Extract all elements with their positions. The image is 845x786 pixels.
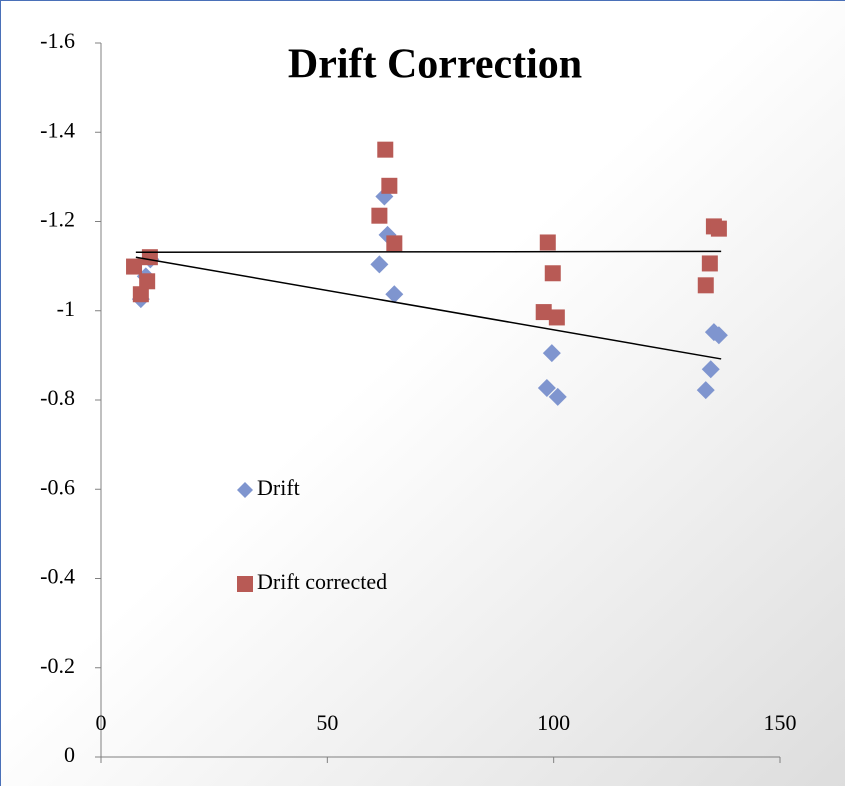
legend-label: Drift — [257, 475, 300, 500]
data-point — [542, 344, 561, 363]
x-tick-label: 100 — [537, 710, 570, 735]
data-point — [141, 249, 158, 266]
chart-title: Drift Correction — [288, 42, 582, 88]
data-point — [544, 265, 561, 282]
data-point — [710, 220, 727, 237]
data-point — [126, 258, 143, 275]
y-tick-label: -1 — [57, 296, 75, 321]
data-point — [385, 285, 404, 304]
data-point — [548, 309, 565, 326]
legend-marker — [237, 482, 253, 498]
data-point — [132, 286, 149, 303]
data-point — [537, 378, 556, 397]
data-point — [370, 255, 389, 274]
legend-marker — [237, 576, 253, 592]
y-tick-label: 0 — [64, 742, 75, 767]
y-tick-label: -0.4 — [40, 564, 75, 589]
y-tick-label: -1.4 — [40, 117, 75, 142]
y-tick-label: -0.6 — [40, 474, 75, 499]
data-point — [139, 273, 156, 290]
y-tick-label: -1.2 — [40, 207, 75, 232]
trendline — [135, 256, 722, 360]
data-point — [371, 207, 388, 224]
y-tick-label: -0.8 — [40, 385, 75, 410]
data-point — [701, 255, 718, 272]
data-point — [696, 381, 715, 400]
data-point — [697, 277, 714, 294]
data-point — [709, 326, 728, 345]
legend-label: Drift corrected — [257, 569, 387, 594]
data-point — [386, 235, 403, 252]
y-tick-label: -0.2 — [40, 653, 75, 678]
data-point — [381, 177, 398, 194]
y-tick-label: -1.6 — [40, 28, 75, 53]
data-point — [539, 234, 556, 251]
data-point — [701, 360, 720, 379]
data-point — [377, 141, 394, 158]
x-tick-label: 0 — [96, 710, 107, 735]
trendline — [135, 250, 722, 254]
x-tick-label: 150 — [764, 710, 797, 735]
data-point — [548, 387, 567, 406]
data-point — [535, 304, 552, 321]
x-tick-label: 50 — [316, 710, 338, 735]
